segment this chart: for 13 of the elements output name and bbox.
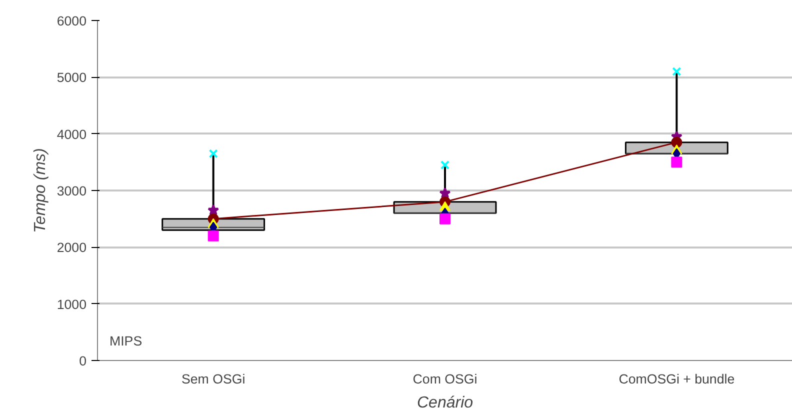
y-axis-title: Tempo (ms) <box>32 148 49 233</box>
y-tick-label: 6000 <box>56 14 87 28</box>
y-tick-label: 5000 <box>56 70 87 86</box>
y-tick-label: 3000 <box>56 184 87 198</box>
x-tick-label: Com OSGi <box>412 372 478 386</box>
y-tick-label: 1000 <box>56 296 87 312</box>
y-tick-label: 2000 <box>56 240 87 256</box>
annotation: MIPS <box>110 334 142 348</box>
y-tick-label: 4000 <box>56 126 87 142</box>
x-tick-label: Sem OSGi <box>181 372 246 386</box>
x-axis-title: Cenário <box>416 394 474 412</box>
x-tick-label: ComOSGi + bundle <box>618 372 735 386</box>
y-tick-label: 0 <box>79 354 87 368</box>
